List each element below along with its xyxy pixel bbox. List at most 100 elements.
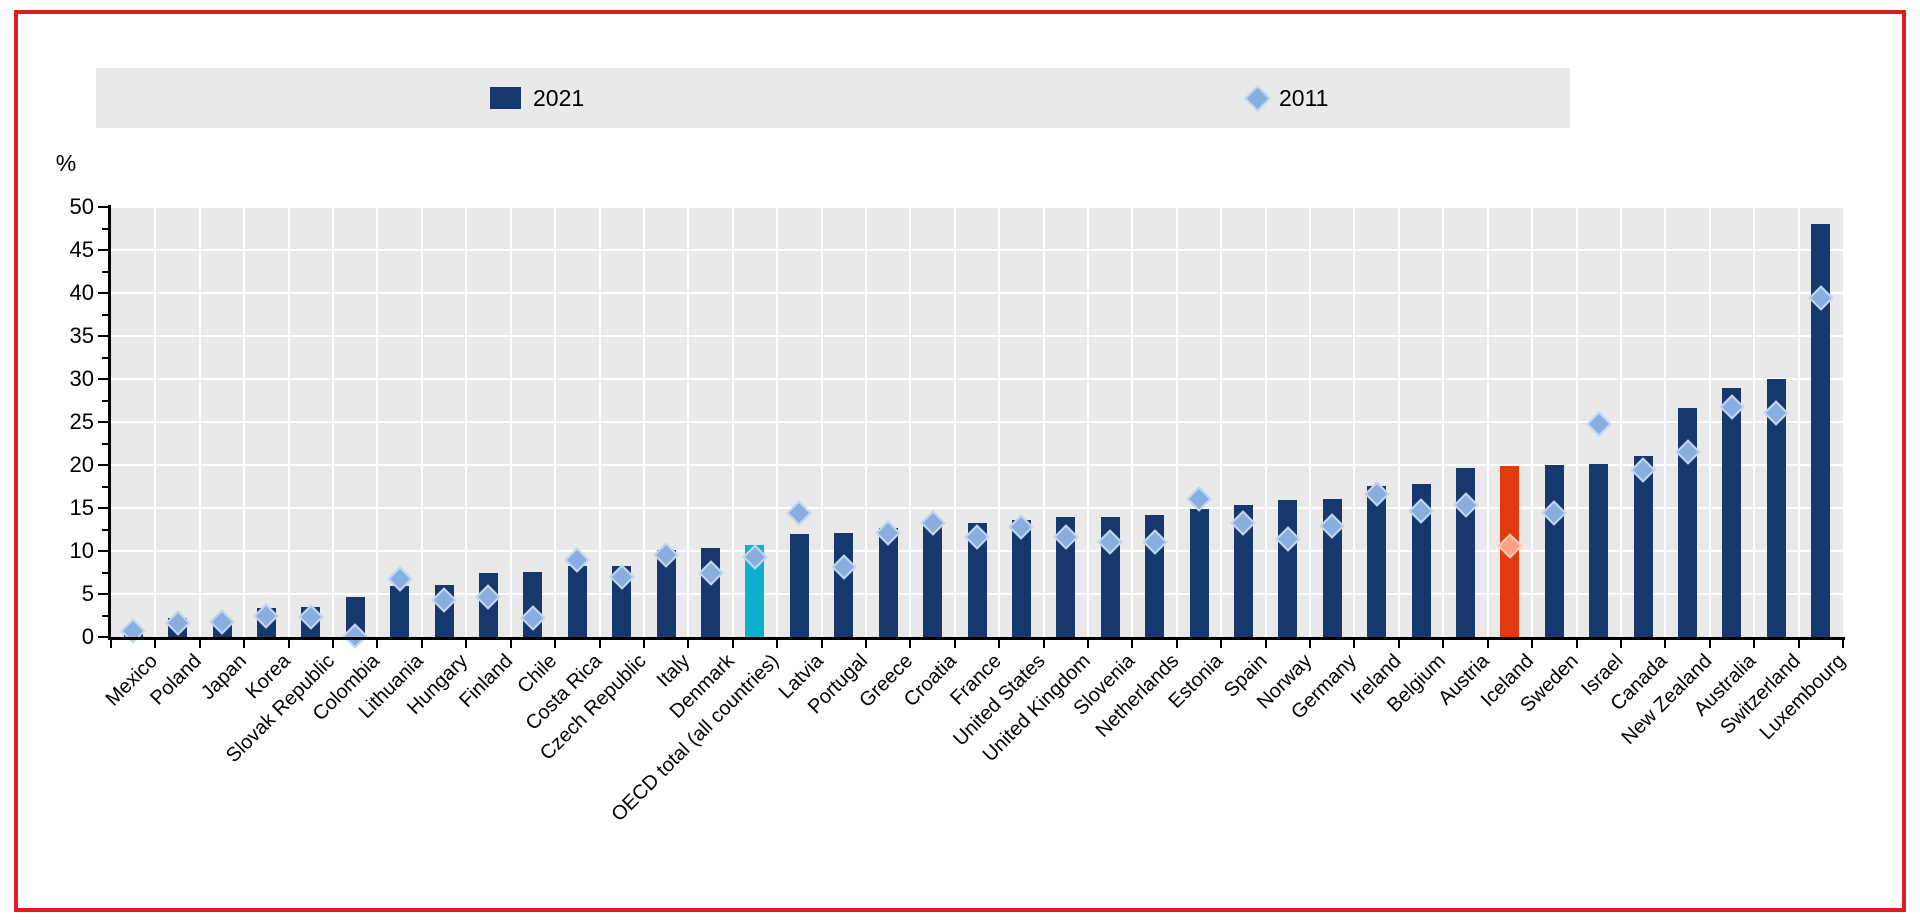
- gridline-vertical: [909, 207, 912, 637]
- x-axis-tick: [687, 640, 690, 648]
- y-axis-minor-tick: [102, 442, 108, 445]
- y-axis-major-tick: [98, 206, 108, 208]
- plot-area: [111, 206, 1843, 649]
- y-axis-tick-label: 20: [69, 452, 94, 477]
- diamond-israel: [1586, 410, 1612, 437]
- y-axis-tick-label: 15: [69, 495, 94, 520]
- gridline-vertical: [243, 207, 246, 637]
- x-axis-tick: [1575, 640, 1578, 648]
- x-axis-tick: [110, 640, 112, 648]
- bar-australia: [1722, 388, 1742, 637]
- y-axis-tick-label: 30: [69, 366, 94, 391]
- gridline-vertical: [1353, 207, 1356, 637]
- gridline-vertical: [1753, 207, 1756, 637]
- y-axis-major-tick: [98, 636, 108, 638]
- x-axis-tick: [1353, 640, 1356, 648]
- x-axis-tick: [820, 640, 823, 648]
- bar-norway: [1278, 500, 1298, 637]
- y-axis-tick-label: 25: [69, 409, 94, 434]
- y-axis-line: [108, 205, 111, 639]
- y-axis-tick-label: 40: [69, 280, 94, 305]
- x-axis-tick: [998, 640, 1001, 648]
- bar-canada: [1633, 456, 1653, 637]
- y-axis-minor-tick: [102, 528, 108, 531]
- gridline-horizontal: [111, 292, 1843, 294]
- bar-switzerland: [1766, 379, 1786, 637]
- bar-croatia: [923, 523, 943, 637]
- x-axis-line: [108, 637, 1845, 640]
- x-axis-tick: [1264, 640, 1267, 648]
- gridline-vertical: [154, 207, 157, 637]
- gridline-horizontal: [111, 464, 1843, 466]
- gridline-vertical: [554, 207, 557, 637]
- bar-portugal: [834, 532, 854, 637]
- gridline-vertical: [287, 207, 290, 637]
- x-axis-tick: [642, 640, 645, 648]
- x-axis-tick: [598, 640, 601, 648]
- y-axis-tick-label: 50: [69, 194, 94, 219]
- y-axis-tick-label: 35: [69, 323, 94, 348]
- x-axis-tick: [287, 640, 290, 648]
- gridline-vertical: [1486, 207, 1489, 637]
- y-axis-major-tick: [98, 593, 108, 595]
- gridline-vertical: [1575, 207, 1578, 637]
- x-axis-tick: [1619, 640, 1622, 648]
- x-axis-tick: [1175, 640, 1178, 648]
- gridline-horizontal: [111, 206, 1843, 208]
- gridline-vertical: [1309, 207, 1312, 637]
- x-axis-tick: [1842, 640, 1844, 648]
- gridline-vertical: [420, 207, 423, 637]
- gridline-vertical: [1175, 207, 1178, 637]
- gridline-vertical: [598, 207, 601, 637]
- gridline-vertical: [1797, 207, 1800, 637]
- bar-luxembourg: [1811, 224, 1831, 637]
- gridline-vertical: [864, 207, 867, 637]
- x-axis-tick: [1708, 640, 1711, 648]
- x-axis-tick: [1309, 640, 1312, 648]
- legend-item-2021: 2021: [490, 68, 584, 128]
- bar-united-states: [1011, 520, 1031, 637]
- bar-costa-rica: [567, 566, 587, 637]
- y-axis-major-tick: [98, 249, 108, 251]
- gridline-horizontal: [111, 335, 1843, 337]
- gridline-vertical: [1664, 207, 1667, 637]
- x-axis-tick: [1753, 640, 1756, 648]
- y-axis-major-tick: [98, 550, 108, 552]
- y-axis-minor-tick: [102, 313, 108, 316]
- gridline-vertical: [376, 207, 379, 637]
- legend-diamond-swatch: [1244, 84, 1271, 112]
- x-axis-tick: [909, 640, 912, 648]
- x-axis-tick: [1797, 640, 1800, 648]
- gridline-vertical: [1087, 207, 1090, 637]
- legend-label-2021: 2021: [533, 84, 585, 111]
- x-axis-tick: [1042, 640, 1045, 648]
- x-axis-tick: [465, 640, 468, 648]
- x-axis-tick: [1131, 640, 1134, 648]
- bar-ireland: [1367, 485, 1387, 637]
- y-axis-major-tick: [98, 378, 108, 380]
- x-axis-tick: [332, 640, 335, 648]
- gridline-vertical: [1131, 207, 1134, 637]
- gridline-vertical: [1397, 207, 1400, 637]
- x-axis-tick: [1531, 640, 1534, 648]
- gridline-horizontal: [111, 507, 1843, 509]
- gridline-vertical: [687, 207, 690, 637]
- gridline-vertical: [1708, 207, 1711, 637]
- bar-belgium: [1411, 483, 1431, 637]
- gridline-horizontal: [111, 378, 1843, 380]
- gridline-horizontal: [111, 249, 1843, 251]
- legend-item-2011: 2011: [1244, 68, 1328, 128]
- bar-oecd-total-all-countries-: [745, 544, 765, 637]
- x-axis-tick: [198, 640, 201, 648]
- gridline-vertical: [465, 207, 468, 637]
- bar-lithuania: [390, 586, 410, 637]
- y-axis-minor-tick: [102, 571, 108, 574]
- gridline-vertical: [198, 207, 201, 637]
- bar-sweden: [1544, 465, 1564, 637]
- y-axis-minor-tick: [102, 399, 108, 402]
- x-axis-tick: [420, 640, 423, 648]
- bar-united-kingdom: [1056, 517, 1076, 637]
- gridline-vertical: [998, 207, 1001, 637]
- bar-new-zealand: [1678, 408, 1698, 637]
- y-axis-minor-tick: [102, 485, 108, 488]
